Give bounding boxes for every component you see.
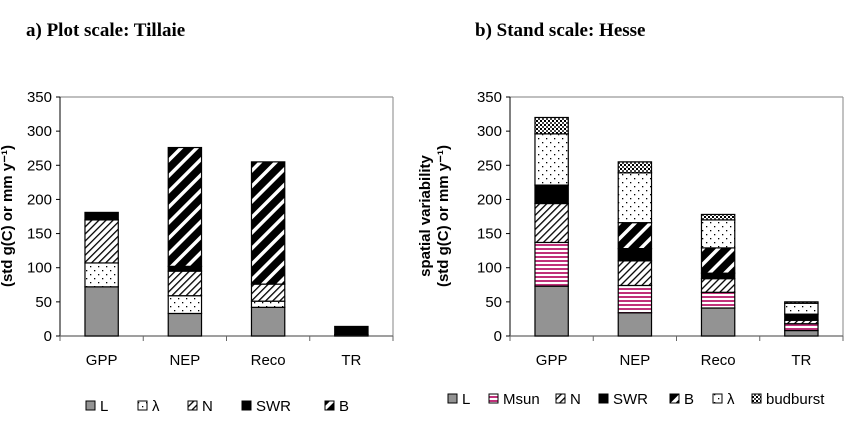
bar-segment-reco-n: [250, 283, 286, 302]
bar-segment-gpp-msun: [534, 241, 569, 287]
bar-segment-tr-l: [784, 329, 819, 337]
bar-segment-nep-lambda: [167, 295, 203, 315]
bar-segment-tr-swr: [334, 325, 369, 336]
legend-swatch-l: [447, 393, 458, 404]
y-tick-label: 250: [27, 157, 52, 174]
x-category-label: NEP: [619, 352, 650, 369]
x-category-label: TR: [341, 352, 361, 369]
y-tick-label: 100: [477, 260, 502, 277]
bar-segment-nep-b: [617, 222, 653, 250]
bar-segment-gpp-n: [84, 219, 119, 264]
y-tick-label: 300: [27, 123, 52, 140]
bar-segment-nep-swr: [167, 265, 203, 272]
bar-segment-nep-l: [167, 312, 203, 337]
y-tick-label: 250: [477, 157, 502, 174]
y-tick-label: 100: [27, 260, 52, 277]
legend-swatch-swr: [241, 400, 252, 411]
bar-segment-reco-lambda: [250, 300, 286, 308]
chart-a: 0 50 100 150 200 250 300 350 GPP NEP Reco TR (std g(…: [0, 89, 394, 415]
bar-segment-reco-l: [250, 306, 286, 337]
bar-segment-gpp-lambda: [84, 262, 119, 288]
y-tick-label: 300: [477, 123, 502, 140]
y-tick-label: 50: [35, 294, 52, 311]
legend-label: λ: [152, 398, 160, 415]
bar-segment-gpp-swr: [84, 211, 119, 221]
legend-label: SWR: [256, 398, 291, 415]
bar-segment-reco-n: [700, 278, 736, 293]
bar-segment-tr-swr: [784, 313, 819, 321]
x-category-label: Reco: [701, 352, 736, 369]
bar-segment-reco-swr: [700, 272, 736, 280]
chart-b: 0 50 100 150 200 250 300 350 GPP NEP Reco TR spatial…: [417, 89, 844, 408]
x-category-label: NEP: [169, 352, 200, 369]
bar-segment-gpp-budburst: [534, 116, 569, 135]
legend-label: N: [202, 398, 213, 415]
legend-label: λ: [727, 391, 735, 408]
bar-segment-gpp-n: [534, 202, 569, 244]
legend-label: budburst: [766, 391, 825, 408]
chart-a-title: a) Plot scale: Tillaie: [26, 20, 186, 41]
bar-segment-tr-budburst: [784, 301, 819, 304]
bar-segment-gpp-l: [84, 286, 119, 337]
chart-b-title: b) Stand scale: Hesse: [475, 20, 646, 41]
bar-segment-tr-msun: [784, 323, 819, 332]
bar-segment-nep-msun: [617, 284, 653, 314]
y-tick-label: 150: [27, 226, 52, 243]
y-axis-label-line2: (std g(C) or mm y⁻¹): [435, 145, 452, 287]
bar-segment-reco-lambda: [700, 219, 736, 249]
legend-swatch-lambda: [137, 400, 148, 411]
y-tick-label: 0: [44, 328, 52, 345]
bar-segment-nep-lambda: [617, 172, 653, 224]
bar-segment-gpp-lambda: [534, 133, 569, 186]
legend-label: L: [462, 391, 470, 408]
bar-segment-reco-budburst: [700, 213, 736, 221]
x-category-label: TR: [791, 352, 811, 369]
bar-segment-reco-b: [250, 161, 286, 285]
bar-segment-gpp-swr: [534, 184, 569, 205]
legend-swatch-b: [324, 400, 335, 411]
bar-segment-nep-l: [617, 312, 653, 337]
x-category-label: GPP: [86, 352, 118, 369]
legend-label: B: [339, 398, 349, 415]
y-tick-label: 350: [27, 89, 52, 106]
x-category-label: Reco: [251, 352, 286, 369]
y-tick-label: 0: [494, 328, 502, 345]
bar-segment-nep-n: [617, 260, 653, 287]
y-tick-label: 150: [477, 226, 502, 243]
legend-label: B: [684, 391, 694, 408]
legend-label: L: [100, 398, 108, 415]
y-axis-label: (std g(C) or mm y⁻¹): [0, 145, 16, 287]
bar-segment-reco-msun: [700, 291, 736, 309]
bar-segment-reco-b: [700, 247, 736, 274]
bar-segment-gpp-l: [534, 285, 569, 337]
legend-swatch-b: [669, 393, 680, 404]
bar-segment-nep-b: [167, 146, 203, 267]
bar-segment-nep-budburst: [617, 161, 653, 174]
legend-swatch-n: [187, 400, 198, 411]
y-axis-label-line1: spatial variability: [417, 154, 434, 276]
legend-swatch-swr: [598, 393, 609, 404]
bar-segment-tr-lambda: [784, 302, 819, 315]
x-category-label: GPP: [536, 352, 568, 369]
legend-label: N: [570, 391, 581, 408]
legend-swatch-budburst: [751, 393, 762, 404]
bar-segment-nep-swr: [617, 247, 653, 262]
y-tick-label: 350: [477, 89, 502, 106]
legend-swatch-l: [85, 400, 96, 411]
legend-swatch-n: [555, 393, 566, 404]
legend-swatch-msun: [488, 393, 499, 404]
y-tick-label: 50: [485, 294, 502, 311]
y-tick-label: 200: [477, 191, 502, 208]
bar-segment-nep-n: [167, 270, 203, 297]
y-tick-label: 200: [27, 191, 52, 208]
legend-swatch-lambda: [712, 393, 723, 404]
bar-segment-reco-l: [700, 307, 736, 337]
legend-label: SWR: [613, 391, 648, 408]
legend-label: Msun: [503, 391, 540, 408]
